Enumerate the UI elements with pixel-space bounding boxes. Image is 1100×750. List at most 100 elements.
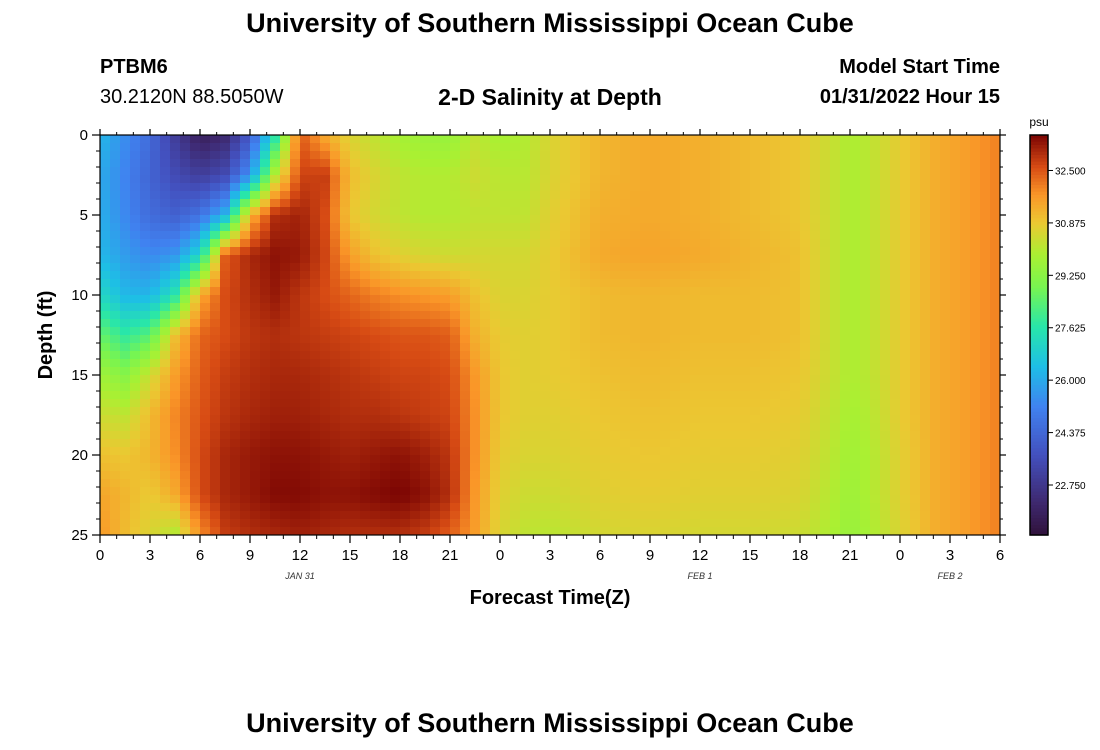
heatmap-cell (860, 455, 871, 464)
heatmap-cell (260, 319, 271, 328)
y-tick-label: 0 (80, 127, 88, 144)
heatmap-cell (690, 455, 701, 464)
heatmap-cell (530, 383, 541, 392)
heatmap-cell (830, 247, 841, 256)
heatmap-cell (280, 207, 291, 216)
heatmap-cell (830, 495, 841, 504)
heatmap-cell (540, 255, 551, 264)
heatmap-cell (670, 151, 681, 160)
heatmap-cell (600, 167, 611, 176)
heatmap-cell (320, 471, 331, 480)
heatmap-cell (900, 407, 911, 416)
heatmap-cell (650, 271, 661, 280)
heatmap-cell (820, 335, 831, 344)
heatmap-cell (510, 263, 521, 272)
heatmap-cell (620, 495, 631, 504)
heatmap-cell (190, 527, 201, 535)
colorbar-segment (1030, 261, 1048, 266)
heatmap-cell (850, 239, 861, 248)
heatmap-cell (350, 311, 361, 320)
heatmap-cell (920, 407, 931, 416)
heatmap-cell (890, 199, 901, 208)
heatmap-cell (880, 495, 891, 504)
heatmap-cell (570, 471, 581, 480)
heatmap-cell (980, 503, 991, 512)
heatmap-cell (820, 143, 831, 152)
heatmap-cell (980, 191, 991, 200)
heatmap-cell (430, 263, 441, 272)
heatmap-cell (700, 199, 711, 208)
heatmap-cell (660, 295, 671, 304)
colorbar-segment (1030, 268, 1048, 273)
heatmap-cell (110, 439, 121, 448)
heatmap-cell (650, 231, 661, 240)
heatmap-cell (430, 319, 441, 328)
heatmap-cell (600, 383, 611, 392)
heatmap-cell (410, 151, 421, 160)
heatmap-cell (830, 463, 841, 472)
heatmap-cell (710, 527, 721, 535)
heatmap-cell (540, 223, 551, 232)
heatmap-cell (250, 191, 261, 200)
heatmap-cell (560, 447, 571, 456)
heatmap-cell (100, 391, 111, 400)
heatmap-cell (420, 511, 431, 520)
heatmap-cell (960, 383, 971, 392)
heatmap-cell (300, 527, 311, 535)
heatmap-cell (180, 159, 191, 168)
heatmap-cell (670, 447, 681, 456)
heatmap-cell (950, 375, 961, 384)
heatmap-cell (680, 135, 691, 144)
heatmap-cell (510, 351, 521, 360)
heatmap-cell (120, 415, 131, 424)
heatmap-cell (510, 527, 521, 535)
heatmap-cell (380, 415, 391, 424)
heatmap-cell (340, 143, 351, 152)
heatmap-cell (600, 327, 611, 336)
heatmap-cell (900, 391, 911, 400)
heatmap-cell (950, 199, 961, 208)
heatmap-cell (140, 311, 151, 320)
heatmap-cell (420, 367, 431, 376)
heatmap-cell (290, 231, 301, 240)
heatmap-cell (920, 423, 931, 432)
heatmap-cell (810, 415, 821, 424)
heatmap-cell (200, 319, 211, 328)
heatmap-cell (280, 511, 291, 520)
heatmap-cell (860, 295, 871, 304)
heatmap-cell (540, 439, 551, 448)
heatmap-cell (200, 407, 211, 416)
heatmap-cell (840, 431, 851, 440)
colorbar-segment (1030, 155, 1048, 159)
heatmap-cell (530, 167, 541, 176)
heatmap-cell (370, 303, 381, 312)
heatmap-cell (210, 479, 221, 488)
heatmap-cell (620, 383, 631, 392)
heatmap-cell (270, 407, 281, 416)
heatmap-cell (520, 375, 531, 384)
heatmap-cell (310, 527, 321, 535)
heatmap-cell (720, 319, 731, 328)
heatmap-cell (990, 495, 1000, 504)
heatmap-cell (610, 255, 621, 264)
heatmap-cell (340, 191, 351, 200)
heatmap-cell (890, 151, 901, 160)
colorbar-segment (1030, 168, 1048, 173)
heatmap-cell (220, 207, 231, 216)
heatmap-cell (930, 503, 941, 512)
heatmap-cell (530, 423, 541, 432)
heatmap-cell (980, 143, 991, 152)
heatmap-cell (740, 519, 751, 528)
heatmap-cell (450, 279, 461, 288)
heatmap-cell (210, 167, 221, 176)
heatmap-cell (230, 335, 241, 344)
heatmap-cell (310, 167, 321, 176)
heatmap-cell (490, 447, 501, 456)
heatmap-cell (810, 143, 821, 152)
heatmap-cell (130, 415, 141, 424)
heatmap-cell (800, 511, 811, 520)
heatmap-cell (380, 183, 391, 192)
heatmap-cell (290, 295, 301, 304)
heatmap-cell (640, 431, 651, 440)
heatmap-cell (690, 351, 701, 360)
